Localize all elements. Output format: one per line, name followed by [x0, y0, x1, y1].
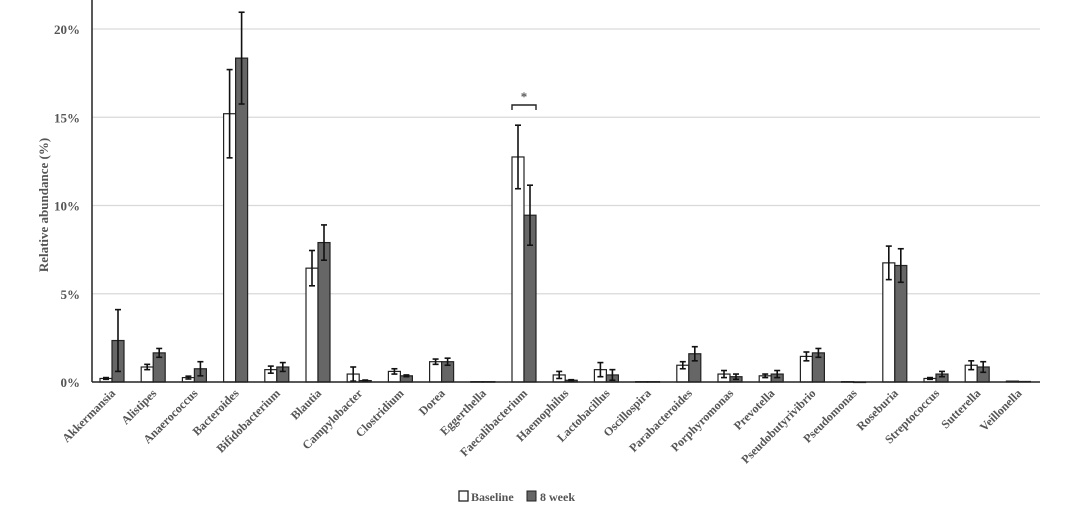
error-bar	[885, 245, 892, 281]
x-tick-label: Veillonella	[977, 386, 1025, 434]
y-tick-label: 0%	[61, 375, 81, 390]
bar-8-week	[317, 241, 331, 383]
bars	[99, 11, 1032, 384]
error-bar	[762, 373, 769, 379]
error-bar	[197, 360, 204, 377]
error-bar	[103, 376, 109, 381]
legend-label-baseline: Baseline	[471, 490, 514, 504]
error-bar	[968, 360, 975, 371]
error-bar	[144, 363, 151, 371]
error-bar	[803, 351, 810, 362]
error-bar	[691, 345, 698, 362]
significance-marker: *	[521, 89, 528, 104]
error-bar	[527, 184, 533, 247]
error-bar	[609, 368, 616, 382]
error-bar	[185, 375, 192, 380]
error-bar	[897, 247, 904, 284]
error-bar	[309, 249, 315, 287]
y-axis-title: Relative abundance (%)	[36, 138, 51, 272]
error-bar	[267, 365, 274, 374]
error-bar	[444, 357, 451, 367]
legend-swatch-baseline	[458, 490, 469, 502]
error-bar	[556, 370, 563, 380]
error-bar	[774, 369, 781, 379]
error-bar	[403, 374, 410, 378]
error-bar	[226, 68, 233, 159]
error-bar	[721, 369, 727, 379]
error-bar	[597, 361, 604, 378]
error-bar	[815, 347, 822, 359]
error-bar	[156, 347, 163, 359]
error-bar	[733, 373, 739, 381]
x-tick-label: Akkermansia	[59, 386, 118, 445]
x-axis-labels: Akkermansia AlistipesAnaerococcusBacteroi…	[59, 386, 1024, 467]
error-bar	[321, 224, 327, 262]
error-bar	[568, 378, 575, 382]
error-bar	[115, 308, 121, 373]
error-bar	[432, 358, 439, 366]
significance-annotations: *	[511, 89, 537, 110]
y-tick-label: 10%	[54, 199, 80, 214]
error-bar	[350, 366, 357, 382]
error-bar	[362, 379, 369, 382]
legend-swatch-8-week	[526, 490, 537, 502]
bar-baseline	[511, 156, 525, 383]
x-tick-label: Dorea	[416, 386, 448, 418]
error-bar	[980, 360, 987, 374]
legend-label-8-week: 8 week	[540, 490, 575, 504]
error-bar	[279, 361, 286, 373]
error-bar	[679, 360, 686, 370]
y-tick-label: 20%	[54, 22, 80, 37]
x-tick-label: Pseudobutyrivibrio	[738, 386, 818, 466]
y-tick-label: 15%	[54, 110, 80, 125]
x-tick-label: Blautia	[288, 386, 324, 422]
x-tick-label: Alistipes	[118, 386, 159, 427]
significance-bracket	[511, 104, 537, 110]
y-tick-label: 5%	[61, 287, 81, 302]
error-bar	[391, 367, 398, 375]
legend: Baseline 8 week	[458, 490, 575, 504]
bar-baseline	[882, 262, 896, 383]
bar-8-week	[235, 57, 249, 383]
y-axis-ticks: 0% 5% 10% 15% 20%	[54, 22, 80, 390]
error-bar	[939, 370, 945, 378]
error-bar	[515, 124, 521, 190]
error-bar	[927, 376, 933, 381]
gridlines	[92, 28, 1040, 295]
error-bar	[238, 11, 245, 105]
